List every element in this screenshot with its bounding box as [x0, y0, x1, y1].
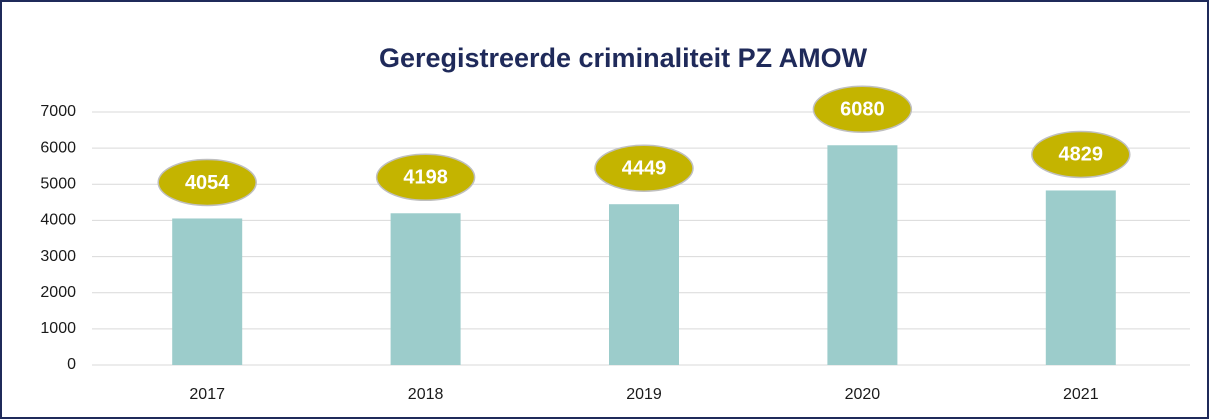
y-tick-label: 5000 [40, 176, 76, 193]
x-tick-label: 2020 [845, 386, 881, 403]
value-label: 6080 [840, 99, 885, 121]
x-tick-label: 2019 [626, 386, 662, 403]
y-tick-label: 6000 [40, 139, 76, 156]
y-tick-label: 2000 [40, 284, 76, 301]
bar [609, 204, 679, 365]
value-label-bubble [157, 158, 257, 207]
value-label: 4449 [622, 157, 667, 179]
value-label-bubble [594, 144, 694, 192]
value-label-bubble [1031, 130, 1131, 179]
value-label-bubble [375, 153, 476, 202]
value-label: 4198 [403, 167, 448, 189]
value-label: 4829 [1059, 144, 1104, 166]
y-tick-label: 0 [67, 356, 76, 373]
x-tick-label: 2018 [408, 386, 444, 403]
chart-title: Geregistreerde criminaliteit PZ AMOW [379, 43, 868, 73]
bar [827, 145, 898, 365]
x-tick-label: 2017 [189, 386, 225, 403]
y-tick-label: 7000 [40, 103, 76, 120]
bar [172, 218, 243, 365]
y-tick-label: 1000 [40, 320, 76, 337]
bar [390, 213, 461, 365]
y-tick-label: 4000 [40, 212, 76, 229]
value-label: 4054 [185, 172, 230, 194]
y-tick-label: 3000 [40, 248, 76, 265]
x-tick-label: 2021 [1063, 386, 1099, 403]
bar [1045, 190, 1116, 365]
value-label-bubble [812, 85, 913, 134]
